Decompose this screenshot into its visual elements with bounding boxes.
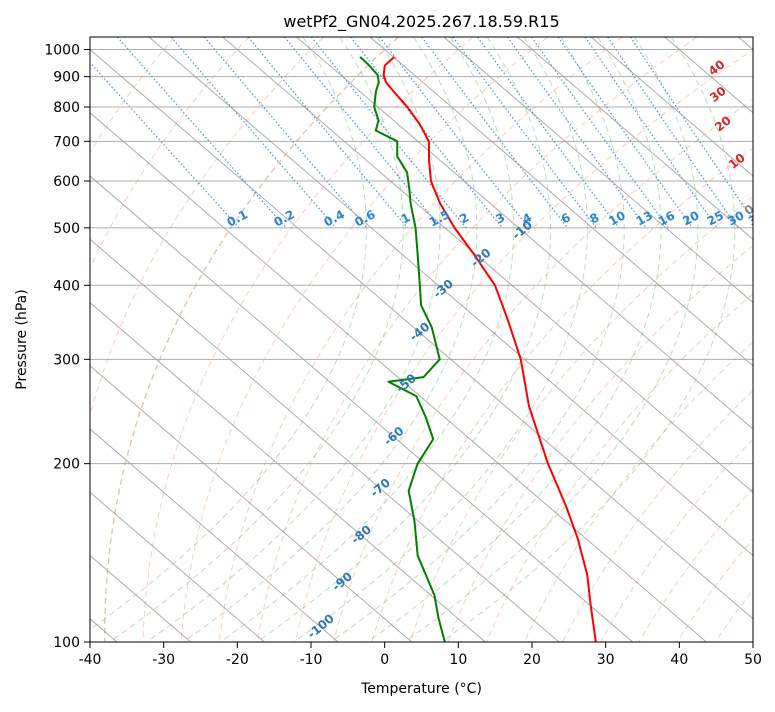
moist-adiabat-line bbox=[90, 37, 367, 631]
moist-adiabat-line bbox=[146, 37, 441, 642]
x-tick-label: -40 bbox=[79, 652, 102, 668]
moist-adiabat-line bbox=[219, 37, 515, 642]
dry-adiabat-line bbox=[142, 37, 474, 642]
dry-adiabat-line bbox=[600, 438, 753, 642]
dry-adiabat-line bbox=[90, 37, 250, 270]
mixing-ratio-line bbox=[421, 37, 569, 229]
x-tick-label: -30 bbox=[152, 652, 175, 668]
mixing-ratio-line bbox=[507, 37, 647, 229]
mixing-ratio-line bbox=[284, 37, 442, 229]
y-tick-label: 1000 bbox=[44, 43, 80, 59]
dry-adiabat-line bbox=[218, 37, 623, 642]
isotherm-line bbox=[90, 428, 339, 642]
x-axis: -40 -30 -20 -10 0 10 20 30 40 50 bbox=[79, 642, 762, 668]
mixing-ratio-line bbox=[170, 37, 337, 229]
dry-adiabat-line bbox=[180, 37, 549, 642]
dry-adiabat-line bbox=[523, 341, 753, 642]
mixing-ratio-label: 13 bbox=[634, 208, 655, 228]
mixing-ratio-line bbox=[116, 37, 287, 229]
dry-adiabat-line bbox=[103, 37, 399, 642]
mixing-ratio-label: 25 bbox=[705, 208, 726, 228]
dry-adiabat-line bbox=[333, 98, 753, 642]
isotherm-line bbox=[517, 37, 753, 240]
moist-adiabat-line bbox=[440, 37, 736, 642]
x-tick-label: 40 bbox=[670, 652, 688, 668]
isotherm-line bbox=[590, 37, 753, 177]
temperature-line bbox=[382, 56, 597, 642]
y-tick-label: 500 bbox=[53, 221, 80, 237]
isotherm-line bbox=[90, 175, 633, 642]
x-tick-label: -10 bbox=[300, 652, 323, 668]
plot-frame bbox=[89, 36, 754, 643]
mixing-ratio-label: 10 bbox=[606, 208, 627, 228]
mixing-ratio-label: 36 bbox=[746, 208, 767, 228]
y-axis: 100 200 300 400 500 600 700 800 900 1000 bbox=[44, 43, 90, 651]
isotherm-line bbox=[369, 37, 753, 367]
x-tick-label: 0 bbox=[380, 652, 389, 668]
dry-adiabats bbox=[90, 37, 753, 642]
y-tick-label: 600 bbox=[53, 174, 80, 190]
mixing-ratio-line bbox=[584, 37, 718, 229]
isotherm-line bbox=[90, 48, 753, 620]
grid-lines bbox=[90, 37, 753, 642]
isotherm-line bbox=[90, 365, 412, 642]
y-tick-label: 400 bbox=[53, 278, 80, 294]
mixing-ratio-line bbox=[452, 37, 597, 229]
y-axis-label: Pressure (hPa) bbox=[14, 289, 30, 389]
dry-adiabat-line bbox=[409, 196, 753, 642]
mixing-ratio-label: 20 bbox=[680, 208, 701, 228]
dry-adiabat-label: 0 bbox=[742, 202, 757, 218]
x-tick-label: 10 bbox=[449, 652, 467, 668]
moist-adiabat-line bbox=[183, 37, 478, 642]
y-tick-label: 800 bbox=[53, 100, 80, 116]
chart-title: wetPf2_GN04.2025.267.18.59.R15 bbox=[283, 12, 559, 32]
dry-adiabat-line bbox=[90, 37, 175, 154]
y-tick-label: 700 bbox=[53, 134, 80, 150]
mixing-ratio-label: 30 bbox=[725, 208, 746, 228]
y-tick-label: 200 bbox=[53, 457, 80, 473]
isotherm-line bbox=[90, 238, 560, 642]
moist-adiabat-line bbox=[256, 37, 552, 642]
mixing-ratio-label: 16 bbox=[656, 208, 677, 228]
isotherm-line bbox=[296, 37, 753, 430]
mixing-ratio-line bbox=[630, 37, 753, 221]
dewpoint-line bbox=[359, 56, 446, 642]
plot-area: 0.1 0.2 0.4 0.6 1 1.5 2 3 4 6 8 10 13 16 20 25 30 36-100-… bbox=[90, 37, 767, 642]
isotherm-line bbox=[443, 37, 753, 304]
mixing-ratio-line bbox=[247, 37, 408, 229]
x-tick-label: -20 bbox=[226, 652, 249, 668]
y-tick-label: 300 bbox=[53, 352, 80, 368]
mixing-ratio-line bbox=[203, 37, 368, 229]
dry-adiabat-line bbox=[638, 487, 753, 642]
x-tick-label: 20 bbox=[523, 652, 541, 668]
moist-adiabat-line bbox=[293, 37, 588, 642]
isotherm-line bbox=[90, 112, 707, 642]
y-tick-label: 900 bbox=[53, 70, 80, 86]
isotherm-line bbox=[222, 37, 753, 493]
series-layer bbox=[359, 56, 597, 642]
y-tick-label: 100 bbox=[53, 635, 80, 651]
mixing-ratio-line bbox=[310, 37, 467, 229]
moist-adiabat-line bbox=[367, 37, 662, 642]
isotherm-line bbox=[90, 491, 265, 642]
dry-adiabat-line bbox=[256, 37, 698, 642]
x-tick-label: 50 bbox=[744, 652, 762, 668]
x-axis-label: Temperature (°C) bbox=[360, 681, 482, 697]
moist-adiabat-line bbox=[404, 37, 699, 642]
mixing-ratio-line bbox=[557, 37, 694, 229]
dry-adiabat-line bbox=[90, 37, 324, 418]
moist-adiabat-line bbox=[330, 37, 625, 642]
isotherm-line bbox=[90, 301, 486, 642]
x-tick-label: 30 bbox=[597, 652, 615, 668]
mixing-ratio-lines bbox=[90, 37, 753, 229]
dry-adiabat-line bbox=[752, 641, 753, 642]
isotherm-line bbox=[148, 37, 753, 557]
